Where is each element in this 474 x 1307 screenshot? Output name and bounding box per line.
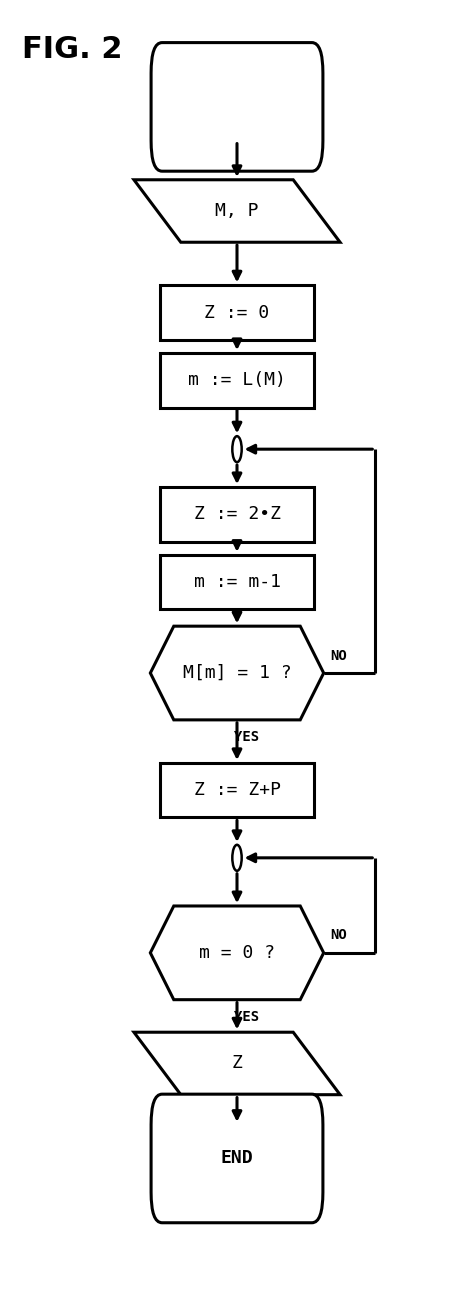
Polygon shape	[134, 180, 340, 242]
FancyBboxPatch shape	[151, 43, 323, 171]
Polygon shape	[134, 1033, 340, 1095]
Bar	[160, 554, 314, 609]
Text: Z := 0: Z := 0	[204, 303, 270, 322]
Text: END: END	[221, 1149, 253, 1167]
Polygon shape	[150, 906, 324, 1000]
Circle shape	[232, 437, 242, 463]
Bar	[160, 353, 314, 408]
FancyBboxPatch shape	[151, 1094, 323, 1223]
Text: YES: YES	[234, 1010, 259, 1025]
Text: FIG. 2: FIG. 2	[21, 35, 122, 64]
Text: M[m] = 1 ?: M[m] = 1 ?	[182, 664, 292, 682]
Text: NO: NO	[331, 928, 347, 942]
Text: NO: NO	[331, 648, 347, 663]
Text: M, P: M, P	[215, 203, 259, 220]
Text: YES: YES	[234, 731, 259, 744]
Text: m := m-1: m := m-1	[193, 572, 281, 591]
Polygon shape	[150, 626, 324, 720]
Bar	[160, 763, 314, 817]
Bar	[160, 488, 314, 541]
Circle shape	[232, 844, 242, 870]
Text: Z := Z+P: Z := Z+P	[193, 782, 281, 799]
Text: Z := 2•Z: Z := 2•Z	[193, 506, 281, 523]
Text: m = 0 ?: m = 0 ?	[199, 944, 275, 962]
Text: m := L(M): m := L(M)	[188, 371, 286, 389]
Bar	[160, 285, 314, 340]
Text: Z: Z	[232, 1055, 242, 1073]
